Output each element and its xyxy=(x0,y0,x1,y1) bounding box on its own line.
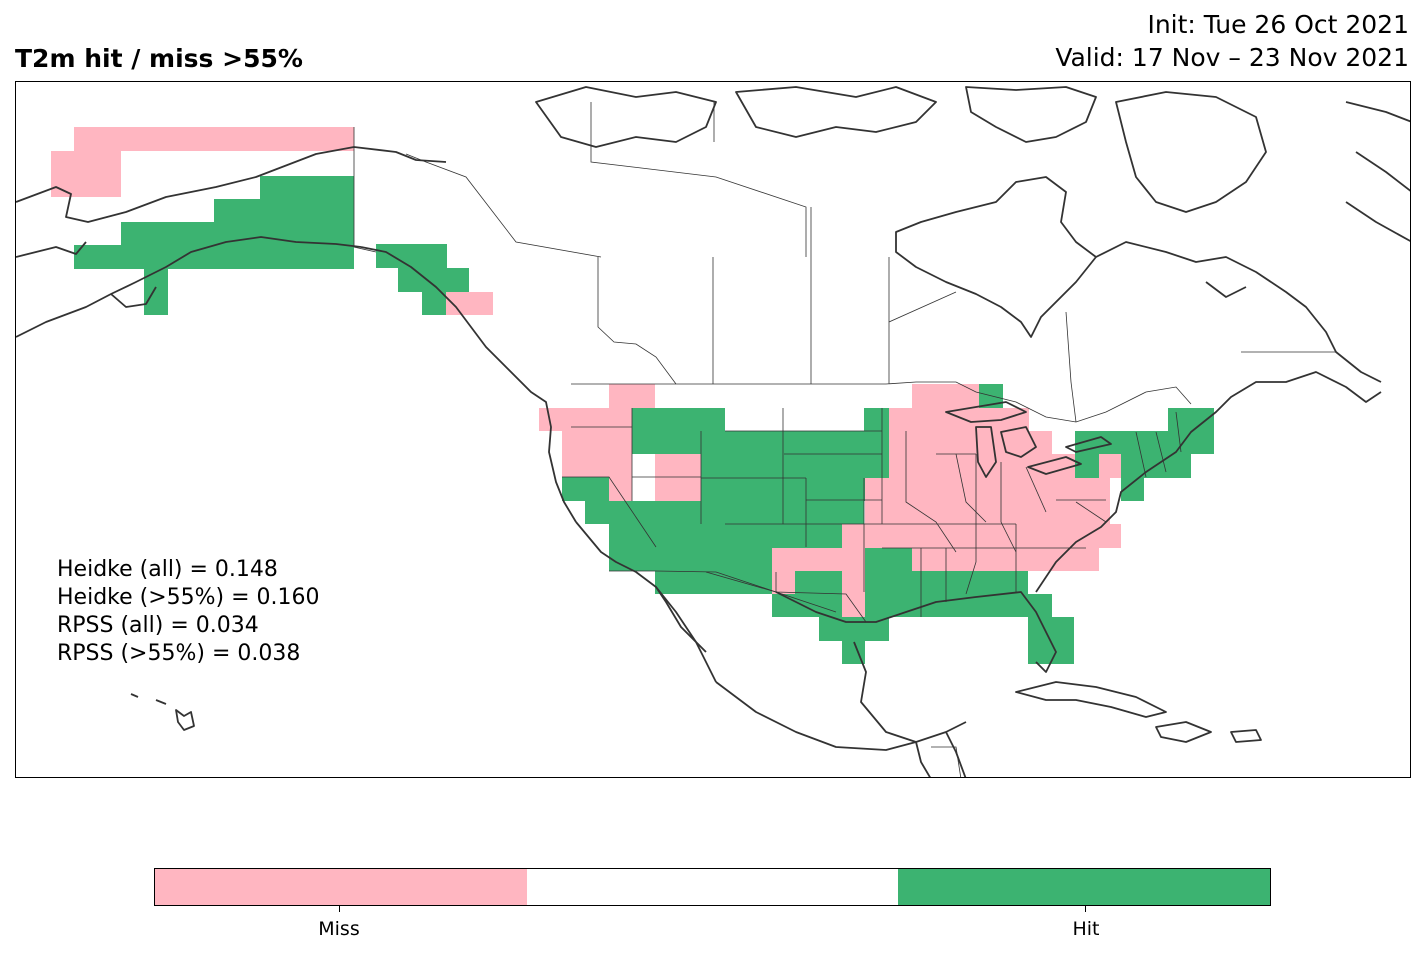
colorbar-hit-segment xyxy=(898,869,1271,905)
map-panel xyxy=(15,81,1411,778)
cell-miss xyxy=(609,477,632,501)
cell-miss xyxy=(655,454,701,501)
cell-hit xyxy=(121,222,354,269)
colorbar-tick-miss xyxy=(339,906,340,912)
grid-cells xyxy=(51,127,1214,664)
rpss-55-score: RPSS (>55%) = 0.038 xyxy=(57,641,301,666)
cell-hit xyxy=(376,244,447,268)
colorbar-label-hit: Hit xyxy=(1072,918,1100,940)
cell-hit xyxy=(795,571,842,594)
cell-hit xyxy=(398,268,469,292)
skill-scores: Heidke (all) = 0.148 Heidke (>55%) = 0.1… xyxy=(57,556,320,668)
cell-hit xyxy=(609,524,842,548)
colorbar-tick-hit xyxy=(1085,906,1086,912)
cell-hit xyxy=(1121,478,1144,501)
cell-hit xyxy=(585,501,864,524)
cell-miss xyxy=(539,408,633,431)
cell-hit xyxy=(422,292,446,315)
cell-miss xyxy=(865,478,1110,524)
init-date: Init: Tue 26 Oct 2021 xyxy=(1147,10,1409,39)
cell-miss xyxy=(889,408,1029,431)
cell-hit xyxy=(655,571,772,594)
heidke-55-score: Heidke (>55%) = 0.160 xyxy=(57,585,320,610)
chart-title: T2m hit / miss >55% xyxy=(15,44,303,73)
cell-hit xyxy=(889,548,912,595)
cell-miss xyxy=(609,384,655,408)
cell-miss xyxy=(772,571,795,594)
rpss-all-score: RPSS (all) = 0.034 xyxy=(57,613,259,638)
colorbar-neutral-segment xyxy=(526,869,899,905)
cell-hit xyxy=(935,571,1028,594)
cell-hit xyxy=(889,594,1052,617)
cell-miss xyxy=(1099,454,1122,478)
cell-hit xyxy=(1075,454,1099,478)
heidke-all-score: Heidke (all) = 0.148 xyxy=(57,557,278,582)
cell-miss xyxy=(772,548,865,571)
cell-miss xyxy=(562,431,632,477)
valid-period: Valid: 17 Nov – 23 Nov 2021 xyxy=(1055,43,1409,72)
cell-hit xyxy=(912,571,935,594)
cell-hit xyxy=(562,477,609,501)
cell-hit xyxy=(632,431,882,454)
cell-hit xyxy=(1075,431,1191,454)
colorbar xyxy=(154,868,1271,906)
cell-hit xyxy=(74,245,144,269)
cell-hit xyxy=(701,454,882,501)
cell-miss xyxy=(74,127,354,151)
cell-miss xyxy=(912,384,982,408)
cell-miss xyxy=(842,571,865,617)
colorbar-miss-segment xyxy=(155,869,527,905)
cell-miss xyxy=(842,524,1121,548)
colorbar-label-miss: Miss xyxy=(318,918,360,940)
map-canvas xyxy=(16,86,1410,777)
coastlines xyxy=(16,86,1410,777)
cell-hit xyxy=(609,548,772,571)
cell-hit xyxy=(772,594,842,617)
cell-hit xyxy=(842,641,865,664)
borders xyxy=(353,102,1336,777)
cell-hit xyxy=(632,408,725,431)
cell-miss xyxy=(889,548,1099,571)
